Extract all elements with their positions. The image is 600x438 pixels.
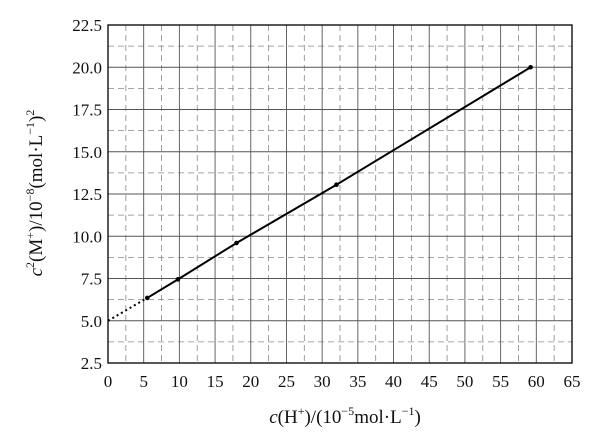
x-tick-label: 35 [349, 372, 366, 391]
x-tick-label: 15 [207, 372, 224, 391]
series-line [146, 66, 532, 299]
y-tick-label: 2.5 [81, 354, 102, 373]
plot-frame [107, 24, 573, 364]
y-tick-label: 17.5 [72, 101, 102, 120]
data-point [234, 240, 239, 246]
x-tick-label: 55 [492, 372, 509, 391]
data-point [528, 64, 533, 70]
x-tick-label: 40 [385, 372, 402, 391]
y-tick-label: 22.5 [72, 16, 102, 35]
x-tick-label: 45 [421, 372, 438, 391]
x-tick-label: 30 [314, 372, 331, 391]
y-tick-label: 7.5 [81, 270, 102, 289]
series-layer [107, 64, 533, 322]
x-tick-label: 20 [242, 372, 259, 391]
x-tick-label: 60 [528, 372, 545, 391]
minor-gridlines [108, 25, 572, 363]
y-tick-label: 15.0 [72, 143, 102, 162]
data-point [334, 182, 339, 188]
extrapolation-line [107, 297, 148, 322]
x-tick-labels: 0 5 10 15 20 25 30 35 40 45 50 55 60 65 [104, 372, 581, 391]
y-tick-labels: 2.5 5.0 7.5 10.0 12.5 15.0 17.5 20.0 22.5 [72, 16, 102, 373]
x-tick-label: 50 [456, 372, 473, 391]
x-tick-label: 10 [171, 372, 188, 391]
y-axis-label: c2(M+)/10−8(mol·L−1)2 [23, 110, 47, 277]
x-tick-label: 0 [104, 372, 113, 391]
x-axis-label: c(H+)/(10−5mol·L−1) [269, 404, 421, 428]
y-tick-label: 12.5 [72, 185, 102, 204]
y-tick-label: 20.0 [72, 58, 102, 77]
y-tick-label: 10.0 [72, 227, 102, 246]
data-point [175, 277, 181, 282]
data-point [144, 295, 150, 301]
x-tick-label: 65 [564, 372, 581, 391]
y-tick-label: 5.0 [81, 312, 102, 331]
x-tick-label: 5 [139, 372, 148, 391]
x-tick-label: 25 [278, 372, 295, 391]
